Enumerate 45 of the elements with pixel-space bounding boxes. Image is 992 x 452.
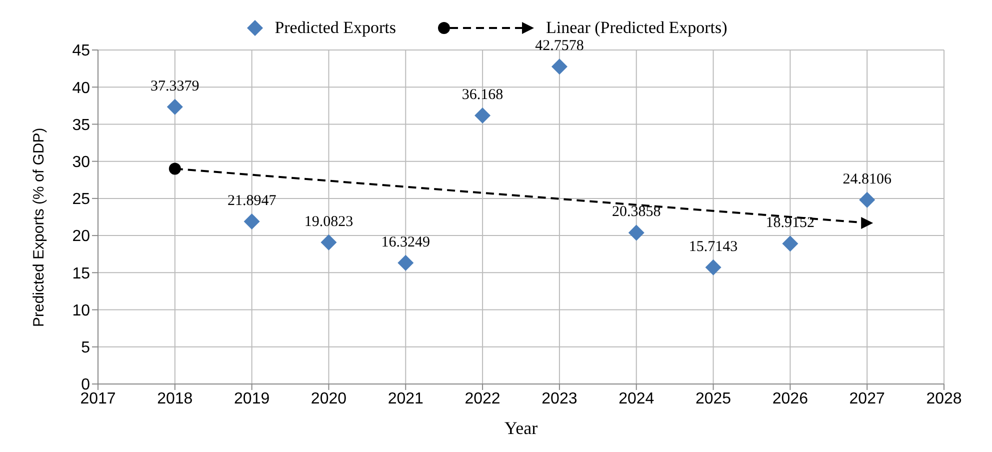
- y-tick-label: 15: [72, 265, 90, 282]
- data-label: 20.3858: [612, 204, 661, 220]
- data-label: 15.7143: [688, 238, 738, 255]
- x-tick-label: 2026: [772, 390, 808, 408]
- point: [859, 192, 876, 208]
- point: [705, 259, 722, 276]
- x-tick-label: 2027: [849, 390, 885, 408]
- x-tick-label: 2020: [310, 390, 347, 408]
- point: [398, 254, 414, 271]
- y-tick-label: 45: [72, 42, 90, 60]
- data-label: 19.0823: [304, 214, 354, 230]
- point: [320, 234, 337, 250]
- y-tick-label: 35: [72, 116, 90, 134]
- point: [166, 98, 183, 115]
- x-tick-label: 2028: [926, 390, 962, 408]
- x-tick-label: 2025: [695, 390, 732, 408]
- data-label: 21.8947: [227, 192, 277, 209]
- x-tick-label: 2018: [157, 390, 193, 408]
- x-tick-label: 2023: [542, 390, 578, 408]
- legend-label: Linear (Predicted Exports): [546, 18, 728, 38]
- y-tick-label: 5: [81, 340, 90, 357]
- y-tick-label: 40: [72, 80, 90, 97]
- y-tick-label: 10: [72, 302, 90, 320]
- point: [628, 224, 644, 241]
- y-tick-label: 30: [72, 154, 90, 172]
- point: [551, 58, 568, 75]
- y-tick-label: 25: [72, 191, 90, 208]
- data-label: 36.168: [462, 87, 504, 104]
- y-tick-label: 20: [72, 228, 90, 246]
- x-axis-title: Year: [504, 418, 538, 438]
- data-label: 37.3379: [150, 78, 200, 94]
- point: [782, 236, 798, 252]
- legend-label: Predicted Exports: [274, 18, 396, 38]
- data-label: 16.3249: [381, 234, 430, 250]
- point: [474, 108, 491, 124]
- x-tick-label: 2024: [618, 390, 654, 408]
- data-label: 24.8106: [842, 171, 892, 188]
- y-axis-title: Predicted Exports (% of GDP): [30, 128, 48, 327]
- x-tick-label: 2019: [234, 390, 270, 408]
- x-tick-label: 2017: [80, 390, 116, 408]
- x-tick-label: 2022: [464, 390, 500, 408]
- point: [168, 162, 181, 175]
- data-label: 42.7578: [535, 38, 584, 54]
- point: [244, 213, 260, 230]
- x-tick-label: 2021: [388, 390, 424, 408]
